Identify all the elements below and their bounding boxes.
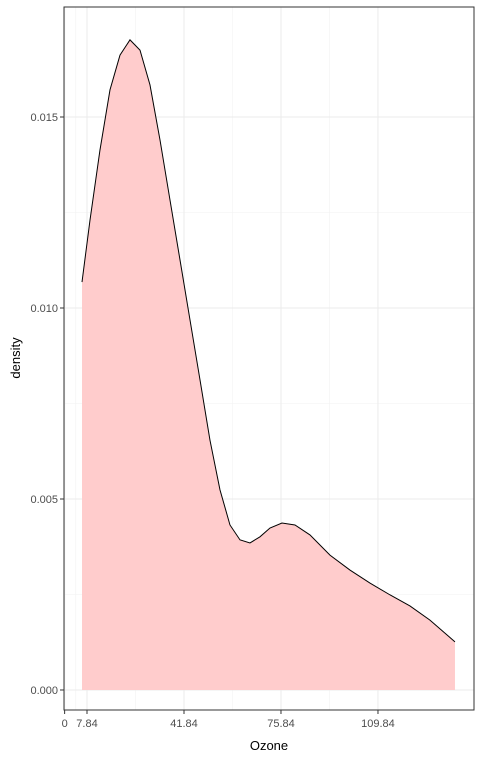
density-line — [81, 39, 456, 643]
x-axis-title: Ozone — [250, 738, 288, 753]
y-tick-label: 0.010 — [30, 303, 58, 315]
panel-border — [63, 6, 475, 711]
x-tick-label: 109.84 — [361, 718, 395, 730]
x-tick-label: 0 — [62, 718, 68, 730]
x-tick-label: 41.84 — [170, 718, 198, 730]
y-axis-title: density — [8, 337, 23, 379]
y-tick-label: 0.005 — [30, 494, 58, 506]
y-tick-label: 0.015 — [30, 112, 58, 124]
x-tick-label: 7.84 — [76, 718, 97, 730]
y-tick-label: 0.000 — [30, 685, 58, 697]
density-area — [82, 39, 455, 690]
x-tick-label: 75.84 — [267, 718, 295, 730]
